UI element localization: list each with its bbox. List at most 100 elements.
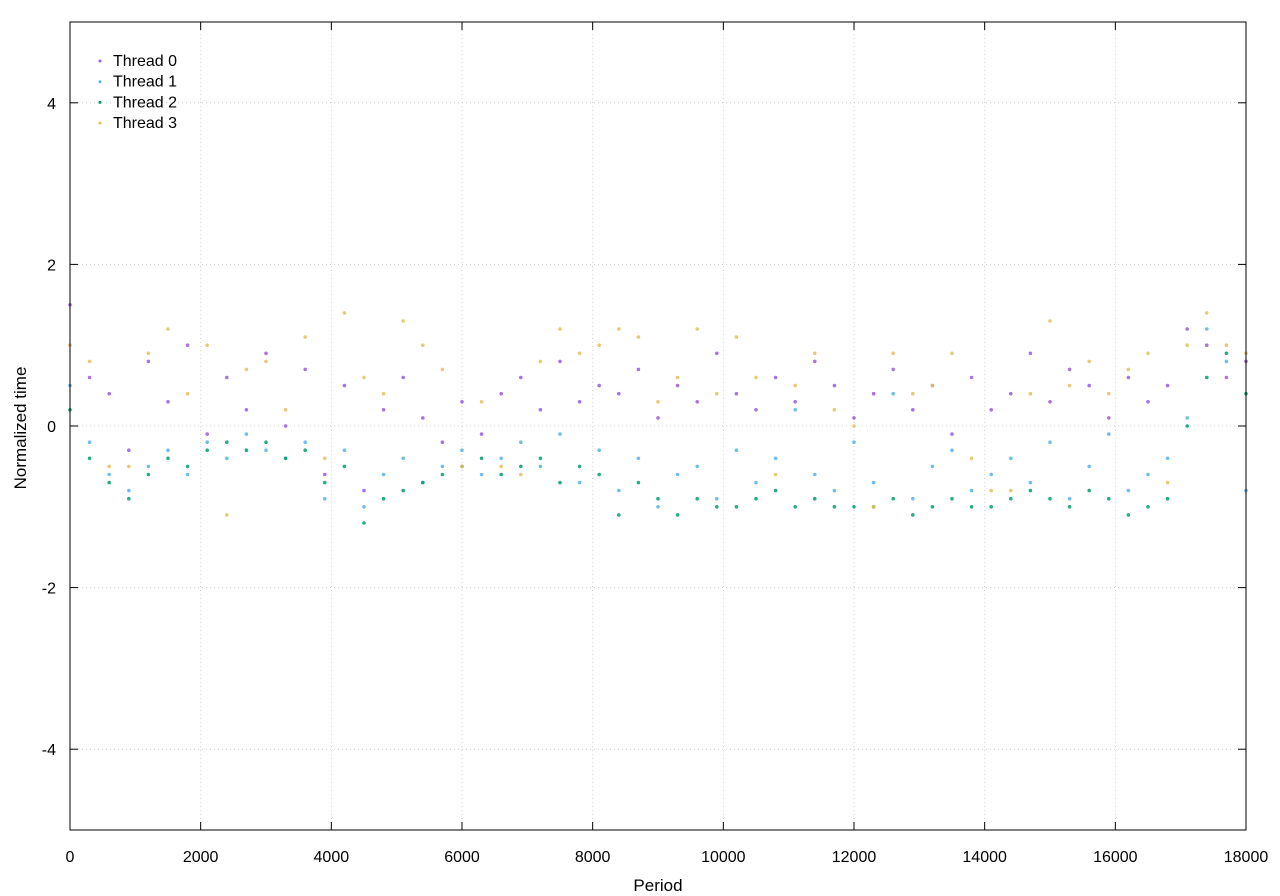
data-point bbox=[852, 416, 856, 420]
data-point bbox=[87, 440, 92, 445]
data-point bbox=[264, 359, 268, 364]
legend: Thread 0 Thread 1 Thread 2 Thread 3 bbox=[98, 53, 177, 132]
data-point bbox=[754, 480, 758, 485]
x-tick-label: 2000 bbox=[183, 849, 219, 866]
data-point bbox=[225, 440, 229, 445]
data-point bbox=[773, 488, 778, 493]
data-point bbox=[1009, 391, 1013, 396]
data-point bbox=[1146, 472, 1150, 477]
data-point bbox=[1107, 416, 1111, 420]
data-point bbox=[773, 472, 778, 477]
data-point bbox=[989, 505, 993, 509]
data-point bbox=[734, 391, 739, 396]
data-point bbox=[421, 416, 425, 420]
data-point bbox=[107, 472, 111, 477]
data-point bbox=[1146, 351, 1150, 356]
data-point bbox=[950, 432, 954, 436]
data-point bbox=[87, 359, 92, 364]
data-point bbox=[146, 359, 151, 364]
data-point bbox=[1224, 375, 1229, 380]
data-point bbox=[1165, 480, 1170, 485]
data-point bbox=[283, 424, 288, 428]
data-point bbox=[1224, 351, 1229, 356]
data-point bbox=[479, 400, 484, 404]
axis-layer: 0 2000 4000 6000 8000 10000 12000 14000 16000 180… bbox=[42, 22, 1268, 866]
data-point bbox=[146, 351, 151, 356]
data-point bbox=[969, 488, 974, 493]
data-point bbox=[421, 480, 425, 485]
y-axis-label: Normalized time bbox=[11, 367, 30, 490]
data-point bbox=[852, 440, 856, 445]
data-point bbox=[1087, 488, 1091, 493]
data-point bbox=[264, 448, 268, 453]
data-point bbox=[636, 456, 641, 461]
data-point bbox=[362, 505, 366, 509]
data-point bbox=[1067, 496, 1072, 501]
data-point bbox=[519, 375, 523, 380]
data-point bbox=[636, 480, 641, 485]
data-point bbox=[1048, 400, 1052, 404]
data-point bbox=[1028, 480, 1033, 485]
data-point bbox=[852, 505, 856, 509]
data-point bbox=[538, 408, 543, 412]
data-point bbox=[1087, 359, 1091, 364]
data-point bbox=[1107, 496, 1111, 501]
data-point bbox=[734, 448, 739, 453]
data-point bbox=[1185, 327, 1189, 331]
data-point bbox=[617, 327, 621, 331]
data-point bbox=[617, 488, 621, 493]
data-point bbox=[1205, 343, 1209, 348]
data-point bbox=[813, 496, 817, 501]
legend-label: Thread 1 bbox=[113, 74, 177, 91]
data-point bbox=[1087, 464, 1091, 469]
data-point bbox=[636, 367, 641, 372]
data-point bbox=[832, 488, 837, 493]
data-point bbox=[440, 464, 445, 469]
data-point bbox=[107, 464, 111, 469]
data-point bbox=[1067, 367, 1072, 372]
x-tick-label: 16000 bbox=[1093, 849, 1138, 866]
data-point bbox=[656, 416, 660, 420]
series-0-points bbox=[68, 303, 1248, 493]
data-point bbox=[1146, 400, 1150, 404]
data-point bbox=[577, 480, 582, 485]
data-point bbox=[421, 343, 425, 348]
data-point bbox=[891, 367, 895, 372]
data-point bbox=[1048, 319, 1052, 323]
data-point bbox=[401, 319, 406, 323]
data-point bbox=[87, 456, 92, 461]
data-point bbox=[989, 408, 993, 412]
data-point bbox=[597, 448, 601, 453]
data-point bbox=[303, 440, 308, 445]
data-point bbox=[401, 456, 406, 461]
data-point bbox=[323, 496, 327, 501]
data-point bbox=[636, 335, 641, 339]
data-point bbox=[127, 448, 131, 453]
data-point bbox=[381, 408, 386, 412]
data-point bbox=[146, 472, 151, 477]
data-point bbox=[891, 391, 895, 396]
data-point bbox=[1048, 440, 1052, 445]
data-point bbox=[950, 351, 954, 356]
legend-marker bbox=[98, 100, 102, 104]
data-point bbox=[597, 472, 601, 477]
data-point bbox=[577, 351, 582, 356]
data-point bbox=[1205, 327, 1209, 331]
data-point bbox=[989, 472, 993, 477]
data-point bbox=[930, 464, 935, 469]
data-point bbox=[813, 472, 817, 477]
data-point bbox=[871, 505, 876, 509]
data-point bbox=[675, 375, 680, 380]
data-point bbox=[930, 505, 935, 509]
data-point bbox=[499, 456, 504, 461]
legend-label: Thread 2 bbox=[113, 94, 177, 111]
data-point bbox=[127, 496, 131, 501]
data-point bbox=[205, 440, 209, 445]
legend-label: Thread 3 bbox=[113, 115, 177, 132]
data-point bbox=[1048, 496, 1052, 501]
data-point bbox=[244, 367, 249, 372]
x-axis-label: Period bbox=[633, 876, 682, 895]
data-point bbox=[911, 513, 915, 517]
data-point bbox=[107, 480, 111, 485]
data-point bbox=[1009, 488, 1013, 493]
